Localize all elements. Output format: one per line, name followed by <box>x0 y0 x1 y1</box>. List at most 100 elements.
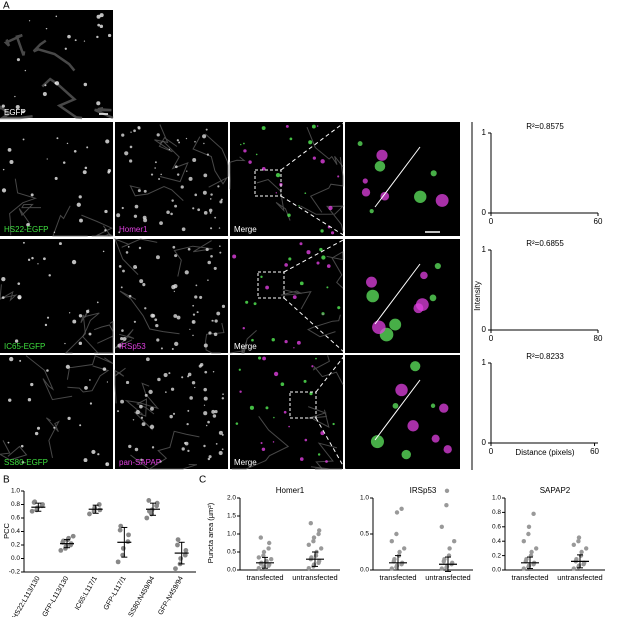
punctum <box>192 334 194 337</box>
punctum <box>76 202 81 207</box>
neurite <box>52 205 88 237</box>
punctum <box>207 420 210 424</box>
punctum <box>288 257 292 261</box>
channel-label: Merge <box>234 342 257 351</box>
data-point <box>447 546 452 551</box>
punctum <box>184 441 189 446</box>
data-point <box>521 566 526 571</box>
neurite <box>192 136 229 188</box>
data-point <box>571 566 576 571</box>
punctum <box>232 254 237 259</box>
data-point <box>267 562 272 567</box>
data-point <box>29 508 35 514</box>
punctum <box>116 213 121 218</box>
zoom-image <box>345 122 460 236</box>
punctum <box>319 247 323 252</box>
x-tick-label: GFP-L113/130 <box>42 575 71 617</box>
y-tick-label: 1.0 <box>360 495 369 502</box>
neurite <box>130 454 198 470</box>
zoom-punctum <box>430 170 437 177</box>
punctum <box>208 455 212 459</box>
punctum <box>315 357 317 360</box>
punctum <box>172 245 176 249</box>
neurite <box>173 240 213 277</box>
micrograph <box>230 122 343 236</box>
data-point <box>524 557 529 562</box>
profile-line <box>374 379 421 441</box>
data-point <box>34 505 40 511</box>
zoom-punctum <box>435 193 449 207</box>
punctum <box>67 34 71 39</box>
y-tick-label: 0.4 <box>492 538 501 545</box>
zoom-punctum <box>395 383 408 397</box>
punctum <box>219 251 222 254</box>
x-tick-label: 60 <box>590 447 599 456</box>
punctum <box>17 296 22 300</box>
punctum <box>99 24 104 29</box>
neurite <box>205 322 225 354</box>
panel-label: C <box>199 475 206 486</box>
data-point <box>173 566 178 572</box>
punctum <box>221 433 224 436</box>
plot-title: Homer1 <box>276 486 305 495</box>
punctum <box>1 104 5 108</box>
zoom-punctum <box>366 289 379 303</box>
zoom-box <box>257 271 285 299</box>
punctum <box>243 142 245 145</box>
punctum <box>17 282 21 285</box>
punctum <box>239 390 242 393</box>
plot-title: IRSp53 <box>410 486 437 495</box>
neurite <box>67 365 110 393</box>
zoom-punctum <box>376 149 388 161</box>
punctum <box>19 359 22 362</box>
punctum <box>122 269 125 273</box>
punctum <box>105 462 110 467</box>
punctum <box>306 250 311 255</box>
neurite <box>231 416 290 470</box>
y-tick-label: 0.6 <box>11 515 20 522</box>
punctum <box>106 381 109 383</box>
punctum <box>194 193 198 197</box>
punctum <box>243 149 247 153</box>
y-tick-label: 0.8 <box>11 501 20 508</box>
punctum <box>273 416 275 419</box>
punctum <box>54 176 58 180</box>
zoom-connector <box>315 354 346 393</box>
x-tick-label: GFP-N459/94 <box>157 575 185 616</box>
data-point <box>531 511 536 517</box>
data-point <box>144 515 150 521</box>
punctum <box>249 405 254 410</box>
profile-line <box>374 146 421 208</box>
punctum <box>30 382 34 387</box>
data-point <box>309 555 314 560</box>
punctum <box>120 336 124 341</box>
punctum <box>62 161 66 164</box>
micrograph-content <box>229 124 345 235</box>
x-tick-label: 80 <box>594 334 603 343</box>
punctum <box>137 125 141 130</box>
neurite <box>149 430 200 470</box>
neurite <box>81 214 113 237</box>
data-point <box>258 535 263 540</box>
data-point <box>576 535 582 540</box>
micrograph <box>115 355 228 469</box>
punctum <box>79 218 83 223</box>
neurite <box>64 308 90 354</box>
data-point <box>256 555 261 560</box>
zoom-punctum <box>401 449 411 460</box>
punctum <box>203 343 208 348</box>
punctum <box>221 448 224 451</box>
punctum <box>332 422 335 426</box>
zoom-connector <box>283 238 346 273</box>
data-point <box>256 566 261 571</box>
punctum <box>298 205 300 207</box>
punctum <box>96 101 101 106</box>
data-point <box>402 546 407 551</box>
punctum <box>196 311 199 314</box>
panel-label: A <box>3 1 10 12</box>
punctum <box>203 173 208 178</box>
punctum <box>44 84 47 87</box>
y-tick-label: 1.0 <box>11 488 20 495</box>
punctum <box>170 212 173 216</box>
punctum <box>257 356 262 360</box>
